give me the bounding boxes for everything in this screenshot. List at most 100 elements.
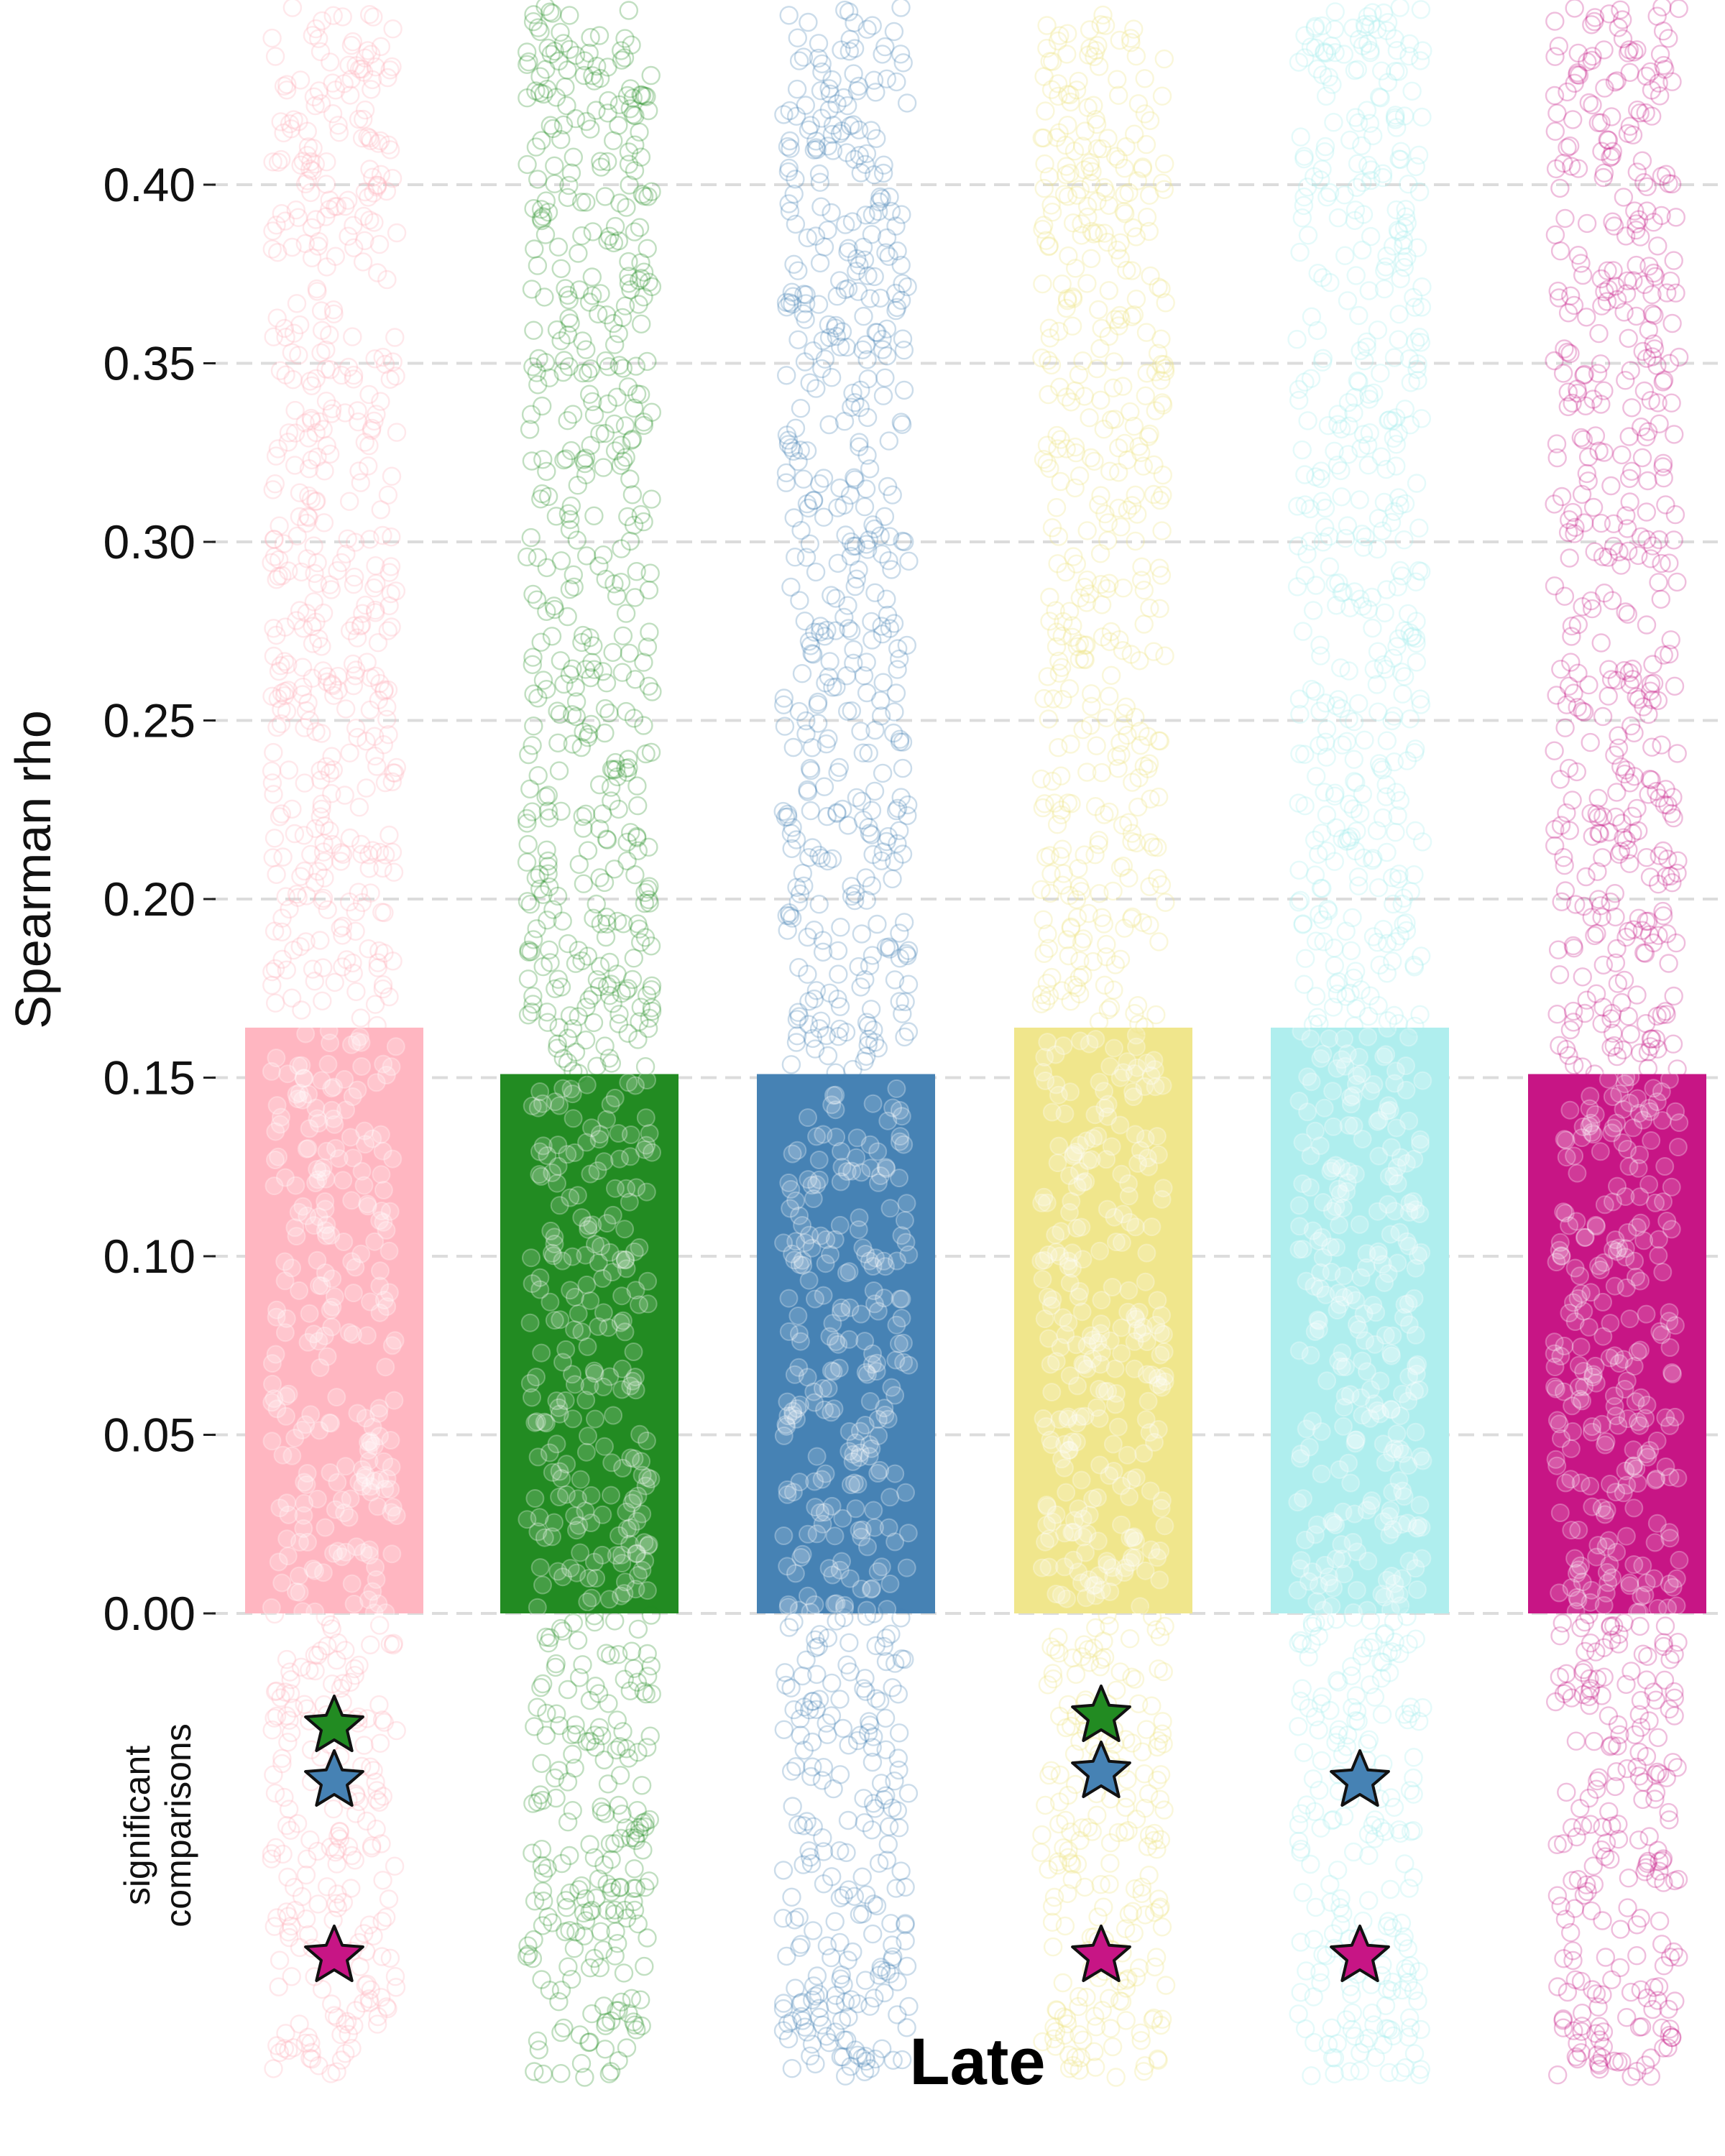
point xyxy=(1322,2018,1342,2038)
point xyxy=(535,0,555,17)
point xyxy=(310,42,331,62)
point xyxy=(1328,415,1348,434)
point xyxy=(596,569,615,589)
point xyxy=(862,1820,882,1840)
point xyxy=(1105,1038,1123,1058)
point xyxy=(1056,1810,1075,1830)
point xyxy=(788,261,808,280)
point xyxy=(862,1752,883,1772)
point xyxy=(321,580,341,599)
point xyxy=(831,1172,850,1192)
point xyxy=(271,1688,290,1708)
point xyxy=(371,1261,390,1281)
point xyxy=(1399,1552,1419,1571)
point xyxy=(1326,1515,1346,1534)
point xyxy=(812,1771,832,1790)
point xyxy=(533,484,552,504)
point xyxy=(1090,1072,1109,1092)
point xyxy=(297,886,316,906)
point xyxy=(1149,731,1169,750)
point xyxy=(616,701,636,722)
point xyxy=(624,2012,643,2032)
point xyxy=(891,0,911,17)
point xyxy=(546,507,566,526)
point xyxy=(1123,1082,1142,1101)
point xyxy=(627,776,647,796)
point xyxy=(579,292,599,312)
point xyxy=(597,830,617,849)
point xyxy=(1602,1123,1622,1143)
point xyxy=(331,2024,351,2045)
point xyxy=(788,1141,807,1160)
point xyxy=(593,1269,612,1288)
point xyxy=(372,1988,391,2007)
point xyxy=(262,1598,281,1617)
point xyxy=(604,760,623,780)
point xyxy=(1126,1531,1145,1551)
point xyxy=(849,957,868,977)
point xyxy=(587,56,607,76)
point xyxy=(616,1818,635,1838)
point xyxy=(580,1731,600,1751)
point xyxy=(1325,2,1345,22)
point xyxy=(380,369,400,389)
point xyxy=(377,181,397,201)
point xyxy=(1103,2037,1123,2057)
point xyxy=(612,1359,632,1378)
point xyxy=(384,763,403,783)
point xyxy=(1032,1825,1052,1845)
point xyxy=(888,834,907,854)
point xyxy=(346,1258,365,1277)
point xyxy=(640,1124,659,1143)
point xyxy=(1601,476,1621,496)
point xyxy=(643,682,662,701)
point xyxy=(1146,1315,1166,1335)
point xyxy=(636,1684,656,1704)
point xyxy=(632,2016,651,2036)
point xyxy=(272,566,292,586)
point xyxy=(313,890,332,911)
point xyxy=(559,308,579,328)
point xyxy=(312,1276,331,1296)
point xyxy=(335,1069,354,1089)
point xyxy=(372,1912,392,1931)
point xyxy=(354,1924,374,1943)
point xyxy=(846,1499,865,1519)
point xyxy=(560,40,579,60)
point xyxy=(359,859,379,878)
point xyxy=(829,964,848,984)
point xyxy=(286,1176,305,1195)
point xyxy=(296,1865,316,1885)
point xyxy=(805,1595,824,1614)
point xyxy=(1306,767,1326,786)
point xyxy=(345,1851,364,1870)
point xyxy=(881,201,901,221)
point xyxy=(1295,2019,1315,2039)
point xyxy=(580,1958,600,1978)
point xyxy=(855,497,875,517)
point xyxy=(520,894,540,914)
point xyxy=(1655,1670,1675,1690)
point xyxy=(634,413,653,432)
point xyxy=(524,321,543,340)
point xyxy=(581,1291,600,1310)
point xyxy=(592,1237,610,1256)
point xyxy=(1598,1069,1618,1089)
point xyxy=(549,761,569,780)
point xyxy=(792,664,812,683)
point xyxy=(373,525,392,545)
point xyxy=(303,668,322,688)
point xyxy=(773,1908,793,1928)
point xyxy=(1335,1056,1355,1076)
point xyxy=(809,474,829,494)
point xyxy=(544,1246,563,1266)
point xyxy=(301,183,321,203)
point xyxy=(615,296,635,315)
point xyxy=(328,666,348,686)
point xyxy=(1122,1733,1142,1753)
point xyxy=(550,1096,569,1115)
point xyxy=(309,81,328,101)
point xyxy=(602,760,622,779)
point xyxy=(359,1440,378,1460)
point xyxy=(328,1898,347,1917)
